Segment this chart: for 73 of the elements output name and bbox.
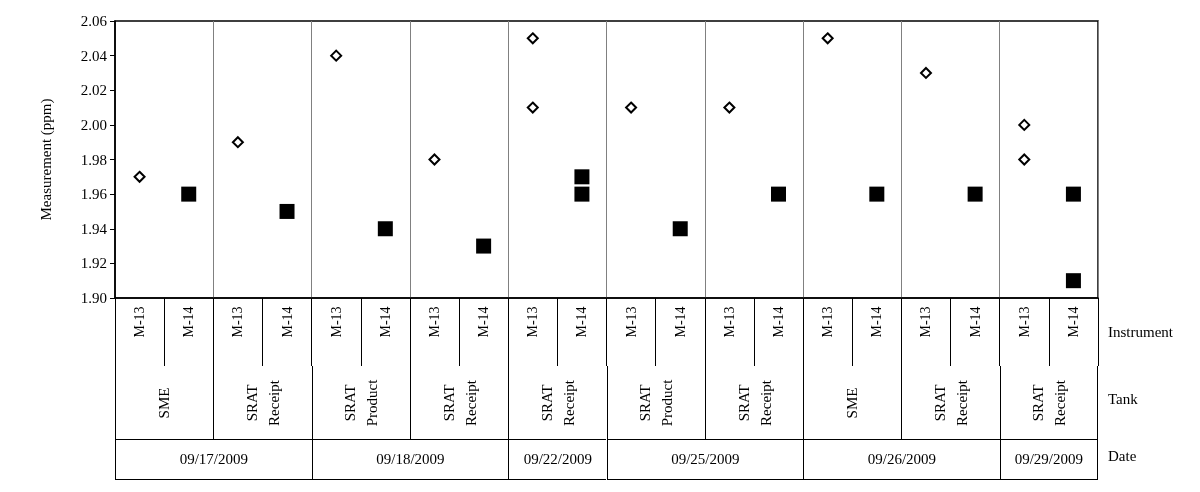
point <box>428 153 441 166</box>
x-tick-label: M-13 <box>426 306 442 338</box>
x-tick-label: M-13 <box>1016 306 1032 338</box>
y-tick-label: 1.92 <box>80 255 107 272</box>
point <box>377 221 393 237</box>
x-tick-label: M-14 <box>574 306 590 338</box>
point <box>967 186 983 202</box>
text: SRAT Receipt <box>734 379 775 426</box>
text: SRAT Receipt <box>931 379 972 426</box>
y-tick-label: 2.00 <box>80 116 107 133</box>
y-axis-title: Measurement (ppm) <box>37 98 55 221</box>
point <box>526 32 539 45</box>
text: SRAT Receipt <box>242 379 283 426</box>
text: Date <box>1108 448 1137 465</box>
point <box>1018 118 1031 131</box>
x-tick-label: M-13 <box>721 306 737 338</box>
text: Instrument <box>1108 324 1173 341</box>
point <box>723 101 736 114</box>
text: SRAT Receipt <box>537 379 578 426</box>
point <box>330 49 343 62</box>
text: 09/29/2009 <box>999 440 1098 480</box>
point <box>279 203 295 219</box>
y-tick-label: 1.98 <box>80 151 107 168</box>
x-tick-label: M-13 <box>525 306 541 338</box>
x-tick-label: M-13 <box>328 306 344 338</box>
text: Tank <box>1108 391 1138 408</box>
point <box>821 32 834 45</box>
point <box>574 169 590 185</box>
x-tick-label: M-14 <box>869 306 885 338</box>
x-tick-label: M-14 <box>771 306 787 338</box>
text: SRAT Product <box>341 379 382 426</box>
point <box>869 186 885 202</box>
x-tick-label: M-14 <box>377 306 393 338</box>
y-tick-label: 2.02 <box>80 82 107 99</box>
text: 09/25/2009 <box>606 440 804 480</box>
text: 09/26/2009 <box>803 440 1000 480</box>
x-tick-label: M-13 <box>230 306 246 338</box>
x-tick-label: M-13 <box>623 306 639 338</box>
y-tick-label: 2.04 <box>80 47 108 64</box>
point <box>181 186 197 202</box>
point <box>476 238 492 254</box>
y-tick-label: 2.06 <box>80 13 108 29</box>
y-tick-label: 1.94 <box>80 220 108 237</box>
point <box>771 186 787 202</box>
point <box>526 101 539 114</box>
x-tick-label: M-14 <box>1065 306 1081 338</box>
point <box>133 170 146 183</box>
point <box>574 186 590 202</box>
x-tick-label: M-14 <box>181 306 197 338</box>
point <box>672 221 688 237</box>
text: SME <box>843 387 862 418</box>
point <box>625 101 638 114</box>
point <box>1065 186 1081 202</box>
y-tick-label: 1.90 <box>80 290 107 306</box>
y-tick-label: 1.96 <box>80 186 108 203</box>
point <box>1065 273 1081 289</box>
point <box>919 66 932 79</box>
x-tick-label: M-13 <box>820 306 836 338</box>
x-tick-label: M-14 <box>967 306 983 338</box>
text: 09/22/2009 <box>508 440 607 480</box>
point <box>1018 153 1031 166</box>
text: SRAT Receipt <box>1028 379 1069 426</box>
point <box>231 136 244 149</box>
text: SME <box>155 387 174 418</box>
text: 09/17/2009 <box>115 440 312 480</box>
x-tick-label: M-13 <box>918 306 934 338</box>
x-tick-label: M-13 <box>132 306 148 338</box>
x-tick-label: M-14 <box>279 306 295 338</box>
text: SRAT Receipt <box>439 379 480 426</box>
x-tick-label: M-14 <box>672 306 688 338</box>
text: 09/18/2009 <box>311 440 509 480</box>
x-tick-label: M-14 <box>476 306 492 338</box>
text: SRAT Product <box>636 379 677 426</box>
